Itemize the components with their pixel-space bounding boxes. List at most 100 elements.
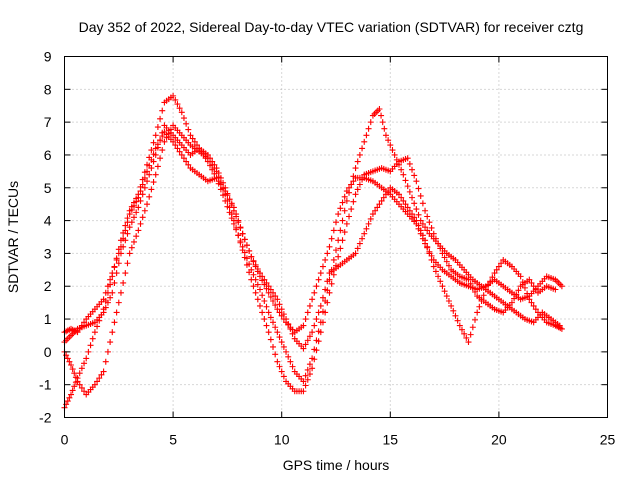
data-point <box>443 258 450 265</box>
data-point <box>261 276 268 283</box>
data-point <box>226 196 233 203</box>
data-point <box>376 201 383 208</box>
data-point <box>104 283 111 290</box>
data-point <box>432 235 439 242</box>
data-point <box>426 250 433 257</box>
data-point <box>248 276 255 283</box>
data-point <box>424 227 431 234</box>
data-point <box>398 194 405 201</box>
data-point <box>274 358 281 365</box>
data-point <box>337 205 344 212</box>
data-point <box>445 262 452 269</box>
data-point <box>315 338 322 345</box>
data-point <box>422 237 429 244</box>
data-point <box>254 281 261 288</box>
data-point <box>96 317 103 324</box>
data-point <box>100 306 107 313</box>
data-point <box>98 371 105 378</box>
data-points <box>61 92 565 411</box>
data-point <box>337 227 344 234</box>
data-point <box>64 398 71 405</box>
data-point <box>411 200 418 207</box>
data-point <box>341 229 348 236</box>
data-point <box>415 211 422 218</box>
data-point <box>311 356 318 363</box>
data-point <box>135 194 142 201</box>
data-point <box>326 289 333 296</box>
data-point <box>272 302 279 309</box>
data-point <box>356 151 363 158</box>
data-point <box>124 260 131 267</box>
data-point <box>411 172 418 179</box>
data-point <box>398 166 405 173</box>
data-point <box>558 283 565 290</box>
data-point <box>270 343 277 350</box>
data-point <box>333 247 339 254</box>
data-point <box>348 206 355 213</box>
data-point <box>250 283 257 290</box>
data-point <box>167 126 174 133</box>
data-point <box>324 278 331 285</box>
data-point <box>381 125 388 132</box>
data-point <box>254 296 261 303</box>
data-point <box>237 224 244 231</box>
data-point <box>285 353 292 360</box>
data-point <box>131 202 138 209</box>
data-point <box>133 233 140 240</box>
data-point <box>313 347 320 354</box>
data-point <box>233 224 240 231</box>
data-point <box>322 256 329 263</box>
data-point <box>239 247 246 254</box>
data-point <box>180 155 187 162</box>
data-point <box>419 232 426 239</box>
data-point <box>141 174 148 181</box>
data-point <box>391 151 398 158</box>
data-point <box>474 309 481 316</box>
data-point <box>81 388 88 395</box>
data-point <box>150 139 157 146</box>
data-point <box>209 161 216 168</box>
data-point <box>68 361 75 368</box>
data-point <box>343 220 350 227</box>
data-point <box>513 291 520 298</box>
data-point <box>287 358 294 365</box>
data-point <box>267 286 274 293</box>
data-point <box>404 155 411 162</box>
data-point <box>300 388 307 395</box>
data-point <box>157 155 164 162</box>
data-point <box>400 171 407 178</box>
data-point <box>89 335 96 342</box>
data-point <box>246 247 253 254</box>
data-point <box>389 147 396 154</box>
data-point <box>66 394 73 401</box>
data-point <box>102 289 109 296</box>
data-point <box>306 371 313 378</box>
data-point <box>428 256 435 263</box>
data-point <box>161 138 168 145</box>
data-point <box>313 316 320 323</box>
data-point <box>128 244 135 251</box>
data-point <box>330 256 337 263</box>
data-point <box>124 230 131 237</box>
data-point <box>278 368 285 375</box>
data-point <box>154 124 161 131</box>
data-point <box>441 288 448 295</box>
data-point <box>330 227 337 234</box>
data-point <box>528 299 535 306</box>
data-point <box>319 263 326 270</box>
data-point <box>454 317 461 324</box>
data-point <box>419 220 426 227</box>
series-track-a <box>61 122 565 346</box>
data-point <box>385 137 392 144</box>
data-point <box>131 214 138 221</box>
data-point <box>526 276 533 283</box>
data-point <box>367 119 374 126</box>
data-point <box>395 191 402 198</box>
data-point <box>335 253 342 260</box>
data-point <box>159 133 166 140</box>
data-point <box>213 174 220 181</box>
data-point <box>404 183 411 190</box>
data-point <box>328 280 335 287</box>
data-point <box>339 199 346 206</box>
data-point <box>309 296 316 303</box>
